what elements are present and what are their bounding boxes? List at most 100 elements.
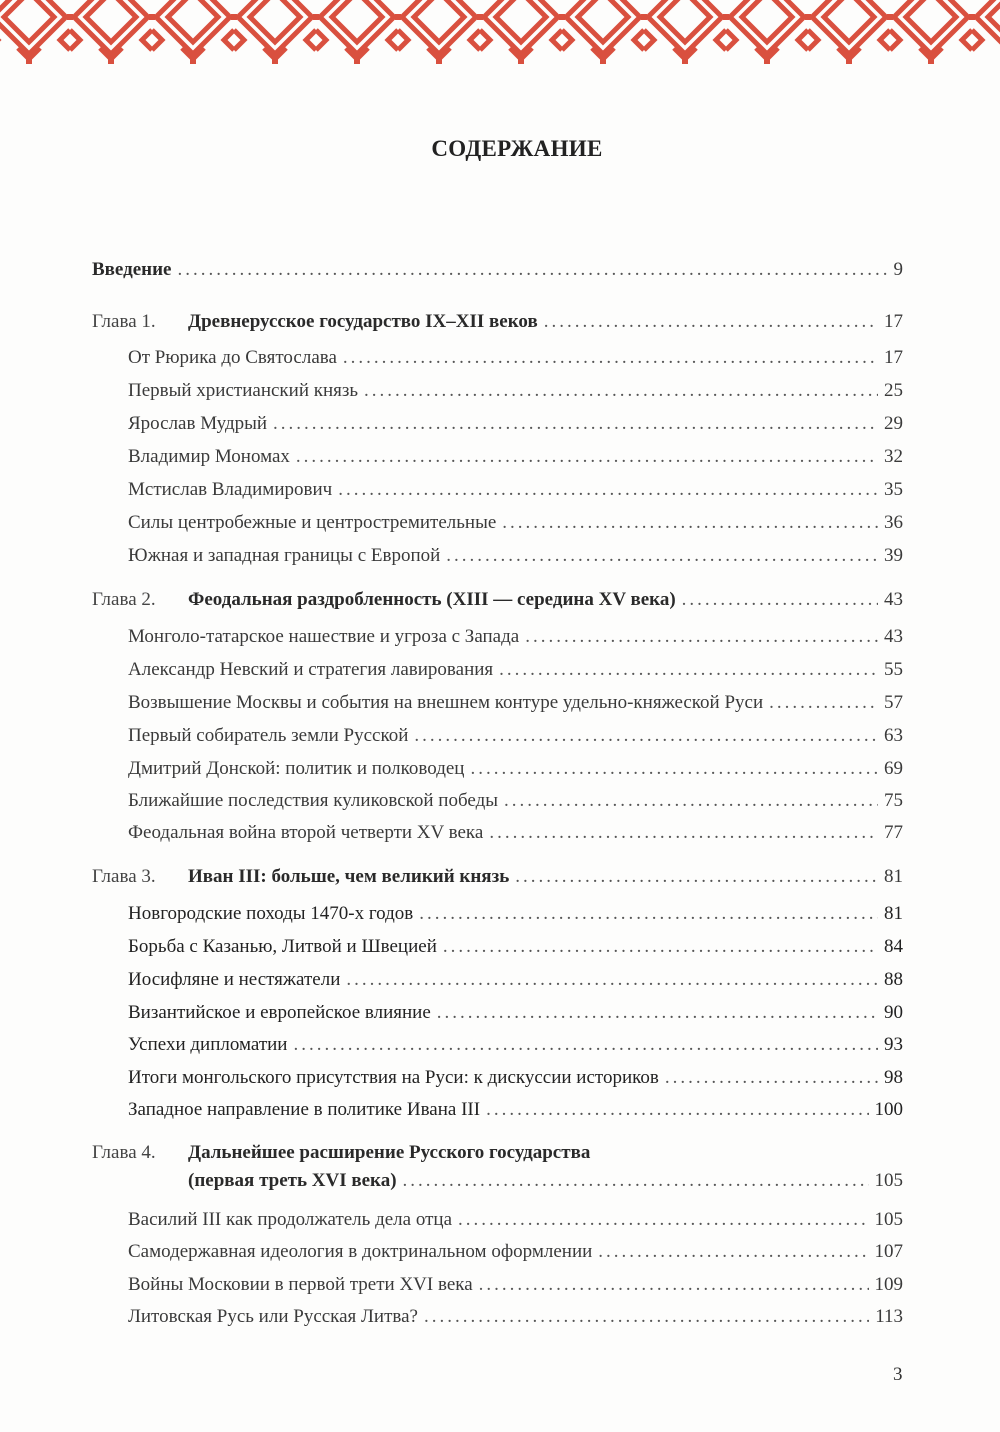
dot-leader: ........................................… (442, 936, 878, 957)
entry-page-number: 77 (884, 822, 903, 843)
dot-leader: ........................................… (681, 589, 878, 610)
toc-section[interactable]: Иосифляне и нестяжатели.................… (128, 968, 903, 992)
toc-section[interactable]: Дмитрий Донской: политик и полководец...… (128, 757, 903, 781)
entry-title: Итоги монгольского присутствия на Руси: … (128, 1067, 659, 1088)
dot-leader: ........................................… (293, 1034, 878, 1055)
dot-leader: ........................................… (458, 1209, 869, 1230)
dot-leader: ........................................… (436, 1002, 878, 1023)
entry-page-number: 100 (874, 1099, 904, 1120)
toc-chapter[interactable]: Глава 3. Иван III: больше, чем великий кн… (92, 865, 903, 889)
toc-section[interactable]: Мстислав Владимирович...................… (128, 478, 903, 502)
toc-section[interactable]: Василий III как продолжатель дела отца..… (128, 1208, 903, 1232)
chapter-title-line2: (первая треть XVI века) (188, 1170, 397, 1191)
dot-leader: ........................................… (515, 866, 878, 887)
entry-title: Дмитрий Донской: политик и полководец (128, 758, 465, 779)
entry-page-number: 109 (874, 1274, 904, 1295)
entry-title: Иосифляне и нестяжатели (128, 969, 341, 990)
dot-leader: ........................................… (470, 758, 878, 779)
toc-chapter[interactable]: (первая треть XVI века).................… (188, 1169, 903, 1193)
entry-page-number: 39 (884, 545, 903, 566)
entry-title: Монголо-татарское нашествие и угроза с З… (128, 626, 520, 647)
entry-page-number: 98 (884, 1067, 903, 1088)
toc-intro[interactable]: Введение................................… (92, 258, 903, 282)
dot-leader: ........................................… (364, 380, 878, 401)
toc-section[interactable]: Византийское и европейское влияние......… (128, 1001, 903, 1025)
entry-page-number: 25 (884, 380, 903, 401)
toc-section[interactable]: Новгородские походы 1470-х годов........… (128, 902, 903, 926)
entry-title: Силы центробежные и центростремительные (128, 512, 497, 533)
dot-leader: ........................................… (177, 259, 888, 280)
entry-title: Литовская Русь или Русская Литва? (128, 1306, 418, 1327)
entry-title: Западное направление в политике Ивана II… (128, 1099, 481, 1120)
toc-section[interactable]: Силы центробежные и центростремительные.… (128, 511, 903, 535)
toc-section[interactable]: Южная и западная границы с Европой......… (128, 544, 903, 568)
entry-page-number: 29 (884, 413, 903, 434)
entry-title: Ярослав Мудрый (128, 413, 268, 434)
toc-section[interactable]: Войны Московии в первой трети XVI века..… (128, 1273, 903, 1297)
dot-leader: ........................................… (414, 725, 878, 746)
folk-ornament-border (0, 0, 1000, 66)
toc-section[interactable]: Самодержавная идеология в доктринальном … (128, 1240, 903, 1264)
entry-page-number: 93 (884, 1034, 903, 1055)
dot-leader: ........................................… (489, 822, 878, 843)
entry-page-number: 9 (893, 259, 904, 280)
toc-chapter[interactable]: Глава 1. Древнерусское государство IX–XII… (92, 310, 903, 334)
entry-page-number: 17 (884, 311, 903, 332)
toc-section[interactable]: Успехи дипломатии.......................… (128, 1033, 903, 1057)
dot-leader: ........................................… (598, 1241, 868, 1262)
toc-section[interactable]: Возвышение Москвы и события на внешнем к… (128, 691, 903, 715)
toc-section[interactable]: Ближайшие последствия куликовской победы… (128, 789, 903, 813)
chapter-label: Глава 4. (92, 1142, 156, 1163)
dot-leader: ........................................… (504, 790, 878, 811)
toc-section[interactable]: Литовская Русь или Русская Литва?.......… (128, 1305, 903, 1329)
entry-page-number: 105 (874, 1209, 904, 1230)
toc-section[interactable]: Феодальная война второй четверти XV века… (128, 821, 903, 845)
dot-leader: ........................................… (543, 311, 878, 332)
entry-page-number: 105 (874, 1170, 904, 1191)
entry-page-number: 17 (884, 347, 903, 368)
dot-leader: ........................................… (499, 659, 878, 680)
dot-leader: ........................................… (502, 512, 878, 533)
entry-page-number: 88 (884, 969, 903, 990)
entry-title: Первый христианский князь (128, 380, 359, 401)
entry-title: Первый собиратель земли Русской (128, 725, 409, 746)
entry-title: Иван III: больше, чем великий князь (188, 866, 510, 887)
dot-leader: ........................................… (273, 413, 878, 434)
toc-section[interactable]: Первый собиратель земли Русской.........… (128, 724, 903, 748)
entry-page-number: 113 (875, 1306, 903, 1327)
entry-page-number: 63 (884, 725, 903, 746)
dot-leader: ........................................… (478, 1274, 869, 1295)
entry-title: Возвышение Москвы и события на внешнем к… (128, 692, 764, 713)
toc-section[interactable]: От Рюрика до Святослава.................… (128, 346, 903, 370)
entry-page-number: 36 (884, 512, 903, 533)
entry-page-number: 43 (884, 626, 903, 647)
toc-chapter[interactable]: Глава 2. Феодальная раздробленность (XIII… (92, 588, 903, 612)
entry-title: Войны Московии в первой трети XVI века (128, 1274, 473, 1295)
entry-title: Владимир Мономах (128, 446, 290, 467)
dot-leader: ........................................… (446, 545, 878, 566)
dot-leader: ........................................… (486, 1099, 869, 1120)
entry-page-number: 57 (884, 692, 903, 713)
entry-title: Южная и западная границы с Европой (128, 545, 441, 566)
dot-leader: ........................................… (346, 969, 878, 990)
toc-section[interactable]: Монголо-татарское нашествие и угроза с З… (128, 625, 903, 649)
entry-title: Александр Невский и стратегия лавировани… (128, 659, 494, 680)
entry-page-number: 84 (884, 936, 903, 957)
entry-page-number: 75 (884, 790, 903, 811)
dot-leader: ........................................… (342, 347, 878, 368)
chapter-label: Глава 1. (92, 311, 156, 332)
entry-title: Василий III как продолжатель дела отца (128, 1209, 453, 1230)
toc-section[interactable]: Итоги монгольского присутствия на Руси: … (128, 1066, 903, 1090)
toc-section[interactable]: Ярослав Мудрый..........................… (128, 412, 903, 436)
entry-title: Феодальная война второй четверти XV века (128, 822, 484, 843)
entry-page-number: 43 (884, 589, 903, 610)
toc-section[interactable]: Борьба с Казанью, Литвой и Швецией......… (128, 935, 903, 959)
toc-section[interactable]: Западное направление в политике Ивана II… (128, 1098, 903, 1122)
entry-title: Успехи дипломатии (128, 1034, 288, 1055)
entry-title: Новгородские походы 1470-х годов (128, 903, 414, 924)
toc-section[interactable]: Александр Невский и стратегия лавировани… (128, 658, 903, 682)
toc-section[interactable]: Владимир Мономах........................… (128, 445, 903, 469)
entry-page-number: 81 (884, 903, 903, 924)
toc-section[interactable]: Первый христианский князь...............… (128, 379, 903, 403)
